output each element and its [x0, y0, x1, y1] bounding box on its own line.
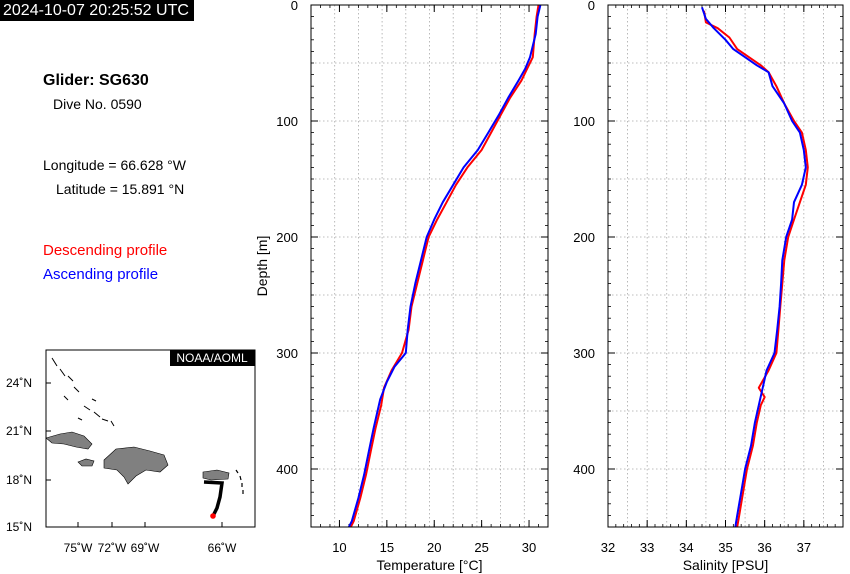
temperature-series-ascending: [348, 5, 542, 527]
dive-number: Dive No. 0590: [53, 96, 142, 112]
temperature-y-tick-label: 200: [276, 230, 298, 245]
temperature-x-axis-label: Temperature [°C]: [377, 557, 483, 573]
map-badge-text: NOAA/AOML: [176, 351, 248, 365]
temperature-x-tick-label: 30: [522, 540, 536, 555]
map-lon-label: 72˚W: [98, 541, 127, 555]
temperature-x-tick-label: 25: [474, 540, 488, 555]
map-lon-label: 75˚W: [64, 541, 93, 555]
map-lon-label: 66˚W: [208, 541, 237, 555]
map-lat-label: 18˚N: [6, 473, 32, 487]
map-lon-label: 69˚W: [131, 541, 160, 555]
legend-ascending: Ascending profile: [43, 266, 159, 283]
salinity-plot-frame: [607, 4, 844, 528]
map-badge: [170, 350, 255, 366]
map-lat-label: 21˚N: [6, 424, 32, 438]
salinity-x-tick-label: 34: [679, 540, 693, 555]
latitude-readout: Latitude = 15.891 °N: [56, 181, 185, 197]
salinity-x-tick-label: 32: [601, 540, 615, 555]
hispaniola-island: [103, 446, 169, 485]
glider-title: Glider: SG630: [43, 72, 149, 89]
salinity-y-tick-label: 0: [588, 0, 595, 13]
salinity-x-axis-label: Salinity [PSU]: [683, 557, 769, 573]
salinity-x-tick-label: 37: [797, 540, 811, 555]
salinity-y-tick-label: 400: [573, 462, 595, 477]
salinity-x-tick-label: 35: [718, 540, 732, 555]
bahamas-islands: [51, 357, 115, 427]
jamaica-island: [77, 458, 95, 467]
salinity-x-tick-label: 36: [757, 540, 771, 555]
map-lat-label: 15˚N: [6, 520, 32, 534]
temperature-y-tick-label: 0: [291, 0, 298, 13]
puerto-rico-island: [202, 469, 230, 481]
timestamp: 2024-10-07 20:25:52 UTC: [0, 0, 194, 21]
temperature-y-tick-label: 400: [276, 462, 298, 477]
salinity-series-ascending: [701, 6, 807, 527]
glider-position-marker: [210, 513, 216, 519]
legend-descending: Descending profile: [43, 242, 168, 259]
longitude-readout: Longitude = 66.628 °W: [43, 157, 186, 173]
temperature-x-tick-label: 10: [332, 540, 346, 555]
lesser-antilles: [235, 469, 244, 494]
salinity-chart: 32 33 34 35 36 37 0 100 200 300 400 Salinity [PSU]: [573, 0, 844, 573]
salinity-series-descending: [703, 10, 809, 527]
salinity-x-tick-label: 33: [640, 540, 654, 555]
salinity-y-tick-label: 100: [573, 114, 595, 129]
temperature-plot-frame: [310, 4, 549, 528]
cuba-island: [46, 431, 93, 450]
salinity-y-tick-label: 300: [573, 346, 595, 361]
temperature-y-tick-label: 300: [276, 346, 298, 361]
temperature-series-descending: [349, 5, 540, 527]
temperature-y-tick-label: 100: [276, 114, 298, 129]
map-lat-label: 24˚N: [6, 376, 32, 390]
glider-track: [203, 480, 225, 517]
temperature-x-tick-label: 20: [427, 540, 441, 555]
temperature-y-axis-label: Depth [m]: [254, 236, 270, 297]
salinity-y-tick-label: 200: [573, 230, 595, 245]
temperature-x-tick-label: 15: [380, 540, 394, 555]
